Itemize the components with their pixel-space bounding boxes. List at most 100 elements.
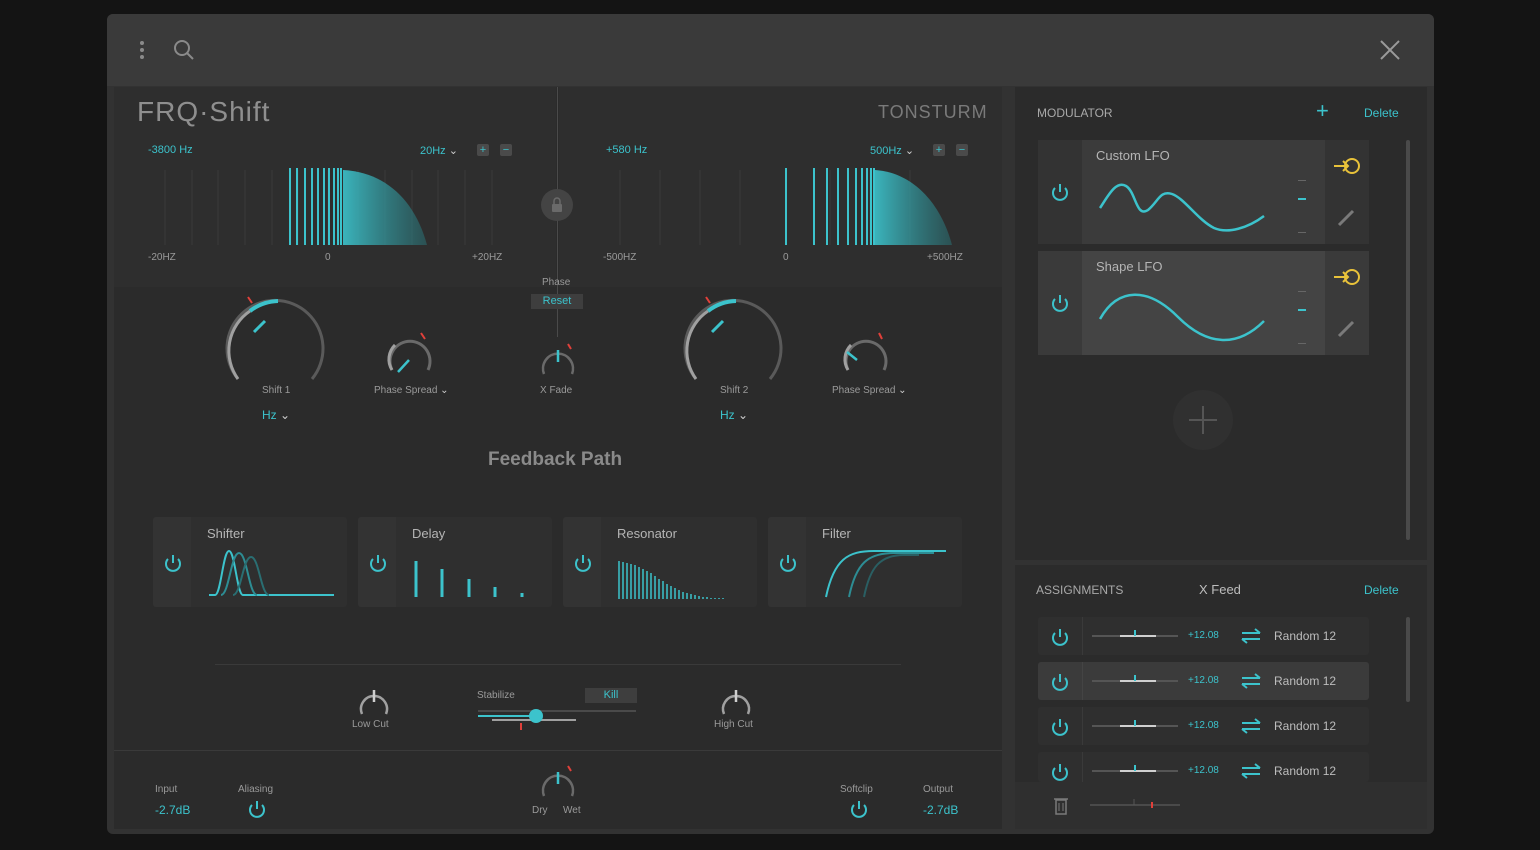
- add-modulator-button[interactable]: +: [1316, 98, 1329, 123]
- swap-arrows-icon[interactable]: [1240, 762, 1262, 780]
- kill-button[interactable]: Kill: [585, 688, 637, 703]
- amount-slider[interactable]: [1090, 717, 1180, 735]
- feedback-path-title: Feedback Path: [488, 449, 623, 470]
- phase-label: Phase: [542, 277, 571, 288]
- shift2-spectrum: [619, 168, 952, 245]
- delay-module[interactable]: Delay: [358, 517, 552, 607]
- power-icon[interactable]: [163, 553, 183, 573]
- shift1-range-select[interactable]: 20Hz ⌄: [420, 144, 458, 157]
- shift1-phase-spread-knob[interactable]: [385, 330, 435, 380]
- shift2-zoom-out-button[interactable]: −: [956, 144, 968, 156]
- swap-arrows-icon[interactable]: [1240, 627, 1262, 645]
- shift1-phase-spread-label: Phase Spread: [374, 385, 438, 396]
- phase-reset-button[interactable]: Reset: [531, 294, 583, 309]
- add-modulator-slot[interactable]: [1173, 390, 1233, 450]
- close-icon[interactable]: [1378, 38, 1402, 62]
- power-icon[interactable]: [573, 553, 593, 573]
- modulator-card-custom-lfo[interactable]: Custom LFO: [1038, 140, 1369, 244]
- input-gain-value[interactable]: -2.7dB: [155, 803, 191, 817]
- power-icon[interactable]: [1050, 182, 1070, 202]
- trash-icon[interactable]: [1053, 796, 1069, 816]
- assign-target-icon[interactable]: [1332, 265, 1362, 289]
- swap-arrows-icon[interactable]: [1240, 672, 1262, 690]
- power-icon[interactable]: [1050, 717, 1070, 737]
- modulator-scrollbar[interactable]: [1406, 140, 1410, 540]
- power-icon[interactable]: [1050, 672, 1070, 692]
- source-name: Random 12: [1274, 719, 1337, 733]
- lock-button[interactable]: [540, 188, 574, 222]
- edit-pencil-icon[interactable]: [1336, 206, 1358, 228]
- shift1-unit-value: Hz: [262, 408, 277, 422]
- high-cut-label: High Cut: [714, 719, 753, 730]
- modulator-actions-column: [1325, 140, 1369, 244]
- power-icon[interactable]: [1050, 293, 1070, 313]
- shifter-module[interactable]: Shifter: [153, 517, 347, 607]
- range-tick: [1298, 309, 1306, 311]
- shift2-phase-spread-select[interactable]: Phase Spread ⌄: [832, 385, 907, 396]
- dry-wet-knob[interactable]: [538, 762, 578, 804]
- assignments-delete-button[interactable]: Delete: [1364, 583, 1399, 597]
- shift1-phase-spread-select[interactable]: Phase Spread ⌄: [374, 385, 449, 396]
- shift1-knob[interactable]: [220, 294, 330, 394]
- power-icon[interactable]: [368, 553, 388, 573]
- filter-graph: [825, 550, 946, 598]
- shift2-label: Shift 2: [720, 385, 749, 396]
- wet-label: Wet: [563, 805, 581, 816]
- resonator-module[interactable]: Resonator: [563, 517, 757, 607]
- filter-module[interactable]: Filter: [768, 517, 962, 607]
- assignment-row[interactable]: +12.08 Random 12: [1038, 662, 1369, 700]
- shape-lfo-waveform: [1098, 293, 1265, 342]
- assignment-row[interactable]: +12.08 Random 12: [1038, 707, 1369, 745]
- shift2-readout: +580 Hz: [606, 144, 648, 156]
- shift1-zoom-in-button[interactable]: +: [477, 144, 489, 156]
- amount-slider[interactable]: [1090, 672, 1180, 690]
- shift2-range-value: 500Hz: [870, 145, 902, 157]
- softclip-label: Softclip: [840, 784, 873, 795]
- power-icon[interactable]: [1050, 762, 1070, 782]
- softclip-power-icon[interactable]: [849, 799, 869, 819]
- title-bar: [107, 14, 1434, 86]
- stabilize-slider[interactable]: [476, 706, 641, 732]
- shift2-unit-select[interactable]: Hz ⌄: [720, 408, 748, 422]
- shift2-axis-min: -500HZ: [603, 252, 637, 263]
- shift2-phase-spread-knob[interactable]: [841, 330, 891, 380]
- edit-pencil-icon[interactable]: [1336, 317, 1358, 339]
- modulator-card-shape-lfo[interactable]: Shape LFO: [1038, 251, 1369, 355]
- shift2-range-select[interactable]: 500Hz ⌄: [870, 144, 914, 157]
- shift1-zoom-out-button[interactable]: −: [500, 144, 512, 156]
- plus-icon: [1189, 406, 1217, 434]
- amount-slider[interactable]: [1090, 762, 1180, 780]
- assignments-scrollbar[interactable]: [1406, 617, 1410, 702]
- shift1-unit-select[interactable]: Hz ⌄: [262, 408, 290, 422]
- amount-slider[interactable]: [1090, 627, 1180, 645]
- modulator-title: MODULATOR: [1037, 106, 1113, 120]
- aliasing-power-icon[interactable]: [247, 799, 267, 819]
- low-cut-knob[interactable]: [356, 684, 392, 720]
- amount-value: +12.08: [1188, 720, 1219, 731]
- power-icon[interactable]: [1050, 627, 1070, 647]
- plugin-title: FRQ·Shift: [137, 96, 271, 127]
- shift1-readout: -3800 Hz: [148, 144, 193, 156]
- range-tick: [1298, 180, 1306, 181]
- assignment-row[interactable]: +12.08 Random 12: [1038, 752, 1369, 782]
- high-cut-knob[interactable]: [718, 684, 754, 720]
- amount-value: +12.08: [1188, 765, 1219, 776]
- global-amount-slider[interactable]: [1090, 798, 1182, 812]
- output-gain-value[interactable]: -2.7dB: [923, 803, 959, 817]
- delay-module-label: Delay: [412, 526, 446, 541]
- shift2-knob[interactable]: [678, 294, 788, 394]
- vertical-dots-icon[interactable]: [134, 38, 150, 62]
- assign-target-icon[interactable]: [1332, 154, 1362, 178]
- swap-arrows-icon[interactable]: [1240, 717, 1262, 735]
- shift2-zoom-in-button[interactable]: +: [933, 144, 945, 156]
- resonator-module-label: Resonator: [617, 526, 677, 541]
- search-icon[interactable]: [172, 38, 196, 62]
- row-divider: [1082, 752, 1083, 782]
- assignment-target-label: X Feed: [1199, 582, 1241, 597]
- xfade-knob[interactable]: [538, 340, 578, 382]
- power-icon[interactable]: [778, 553, 798, 573]
- low-cut-label: Low Cut: [352, 719, 389, 730]
- modulator-delete-button[interactable]: Delete: [1364, 106, 1399, 120]
- shift1-axis-max: +20HZ: [472, 252, 503, 263]
- assignment-row[interactable]: +12.08 Random 12: [1038, 617, 1369, 655]
